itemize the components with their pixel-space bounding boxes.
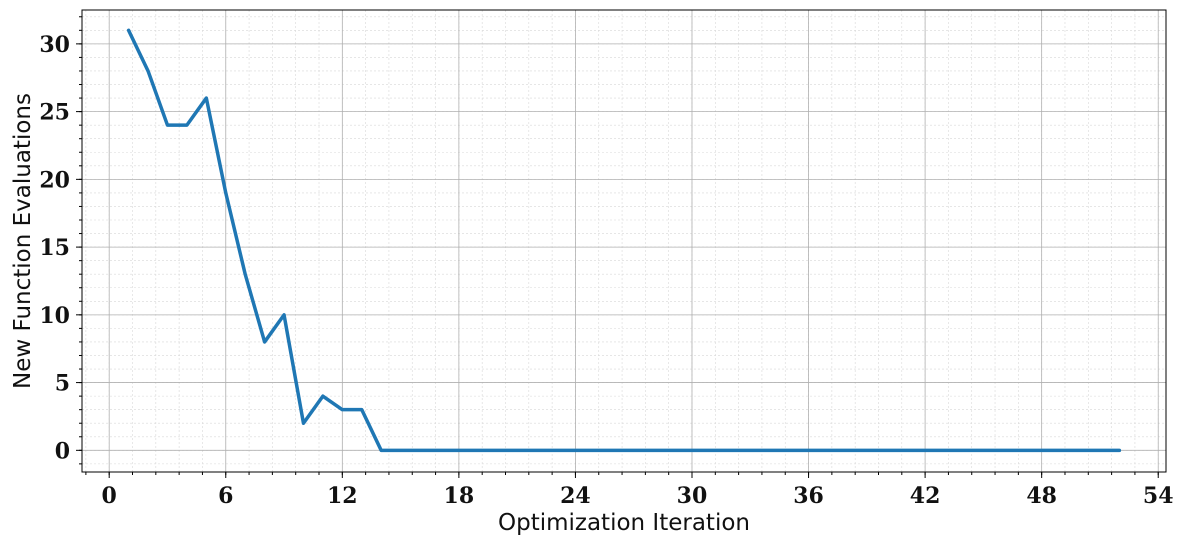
tick-labels: 0 6 12 18 24 30 36 42 48 54 0 5 10 15 20 25 30 xyxy=(39,32,1173,509)
y-tick-label: 20 xyxy=(39,167,70,193)
x-tick-label: 30 xyxy=(677,483,708,509)
y-tick-label: 0 xyxy=(55,438,70,464)
y-axis-label: New Function Evaluations xyxy=(10,93,36,389)
x-tick-label: 42 xyxy=(910,483,941,509)
x-tick-label: 48 xyxy=(1026,483,1057,509)
x-tick-label: 54 xyxy=(1143,483,1174,509)
axis-ticks xyxy=(76,16,1159,478)
x-tick-label: 36 xyxy=(793,483,824,509)
series-line xyxy=(126,28,1122,453)
major-grid xyxy=(82,10,1166,472)
y-tick-label: 10 xyxy=(39,303,70,329)
y-tick-label: 5 xyxy=(55,371,70,397)
series-layer xyxy=(126,28,1122,453)
y-tick-label: 25 xyxy=(39,100,70,126)
x-tick-label: 6 xyxy=(218,483,233,509)
y-tick-label: 30 xyxy=(39,32,70,58)
plot-frame xyxy=(81,9,1167,473)
x-axis-label: Optimization Iteration xyxy=(498,510,750,536)
y-tick-label: 15 xyxy=(39,235,70,261)
x-tick-label: 12 xyxy=(327,483,358,509)
x-tick-label: 0 xyxy=(102,483,117,509)
x-tick-label: 24 xyxy=(560,483,591,509)
x-tick-label: 18 xyxy=(444,483,475,509)
minor-grid xyxy=(82,10,1166,472)
